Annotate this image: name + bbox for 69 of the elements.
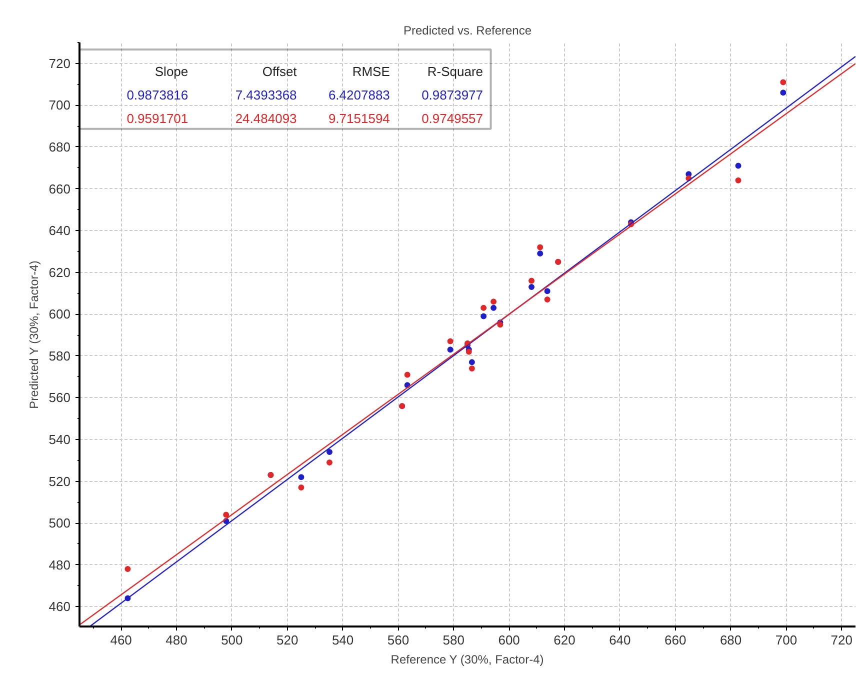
annotation: 6.4207883 bbox=[328, 88, 390, 103]
x-tick-label: 600 bbox=[498, 632, 520, 648]
point bbox=[490, 298, 497, 305]
point bbox=[468, 359, 475, 366]
point bbox=[537, 250, 544, 257]
x-tick-label: 500 bbox=[221, 632, 243, 648]
y-tick-label: 700 bbox=[48, 98, 71, 113]
point bbox=[447, 346, 454, 353]
x-tick-label: 540 bbox=[332, 632, 354, 648]
point bbox=[326, 449, 332, 456]
annotation: R-Square bbox=[427, 64, 484, 80]
point bbox=[544, 296, 550, 302]
point bbox=[490, 304, 497, 311]
annotation: Slope bbox=[154, 64, 188, 80]
y-tick-label: 580 bbox=[48, 348, 71, 364]
y-tick-label: 480 bbox=[48, 557, 71, 572]
annotation: 7.4393368 bbox=[235, 88, 297, 103]
annotation: 0.9873816 bbox=[126, 88, 188, 103]
x-tick-label: 680 bbox=[720, 632, 742, 648]
y-tick-label: 520 bbox=[48, 474, 71, 489]
x-tick-label: 700 bbox=[775, 632, 798, 648]
y-axis-title: Predicted Y (30%, Factor-4) bbox=[26, 260, 41, 409]
point bbox=[480, 313, 487, 320]
annotation: RMSE bbox=[352, 64, 390, 80]
annotation: 0.9749557 bbox=[422, 110, 484, 126]
annotation: 0.9873977 bbox=[422, 88, 484, 103]
x-tick-label: 620 bbox=[554, 632, 576, 648]
annotation: Offset bbox=[262, 64, 298, 80]
y-tick-label: 660 bbox=[48, 181, 71, 196]
point bbox=[528, 284, 535, 290]
point bbox=[223, 512, 230, 518]
annotation: 24.484093 bbox=[235, 110, 297, 126]
annotation: 0.9591701 bbox=[126, 110, 188, 126]
point bbox=[735, 162, 742, 169]
x-tick-label: 580 bbox=[442, 632, 464, 648]
x-tick-label: 660 bbox=[664, 632, 686, 648]
y-tick-label: 680 bbox=[48, 139, 71, 154]
chart-title: Predicted vs. Reference bbox=[403, 24, 532, 38]
y-tick-label: 600 bbox=[48, 306, 71, 322]
y-tick-label: 620 bbox=[48, 264, 71, 280]
y-tick-label: 460 bbox=[48, 599, 71, 614]
point bbox=[735, 177, 742, 184]
y-tick-label: 720 bbox=[48, 56, 71, 71]
point bbox=[298, 484, 304, 491]
x-tick-label: 460 bbox=[110, 632, 132, 648]
point bbox=[468, 365, 475, 372]
x-tick-label: 520 bbox=[276, 632, 298, 648]
x-tick-label: 560 bbox=[387, 632, 410, 648]
y-tick-label: 640 bbox=[48, 223, 71, 238]
annotation: 9.7151594 bbox=[328, 110, 390, 126]
point bbox=[780, 79, 786, 86]
x-tick-label: 720 bbox=[830, 632, 852, 648]
x-tick-label: 640 bbox=[609, 632, 631, 648]
y-tick-label: 540 bbox=[48, 432, 71, 447]
x-axis-title: Reference Y (30%, Factor-4) bbox=[390, 652, 544, 666]
y-tick-label: 500 bbox=[48, 516, 71, 531]
point bbox=[447, 338, 454, 344]
x-tick-label: 480 bbox=[166, 632, 188, 648]
point bbox=[480, 304, 487, 311]
point bbox=[780, 90, 786, 96]
point bbox=[497, 322, 504, 328]
point bbox=[544, 288, 550, 294]
point bbox=[528, 278, 535, 284]
point bbox=[326, 459, 332, 466]
point bbox=[537, 244, 544, 250]
y-tick-label: 560 bbox=[48, 390, 71, 406]
point bbox=[298, 474, 304, 480]
point bbox=[124, 566, 131, 572]
point bbox=[404, 372, 410, 378]
